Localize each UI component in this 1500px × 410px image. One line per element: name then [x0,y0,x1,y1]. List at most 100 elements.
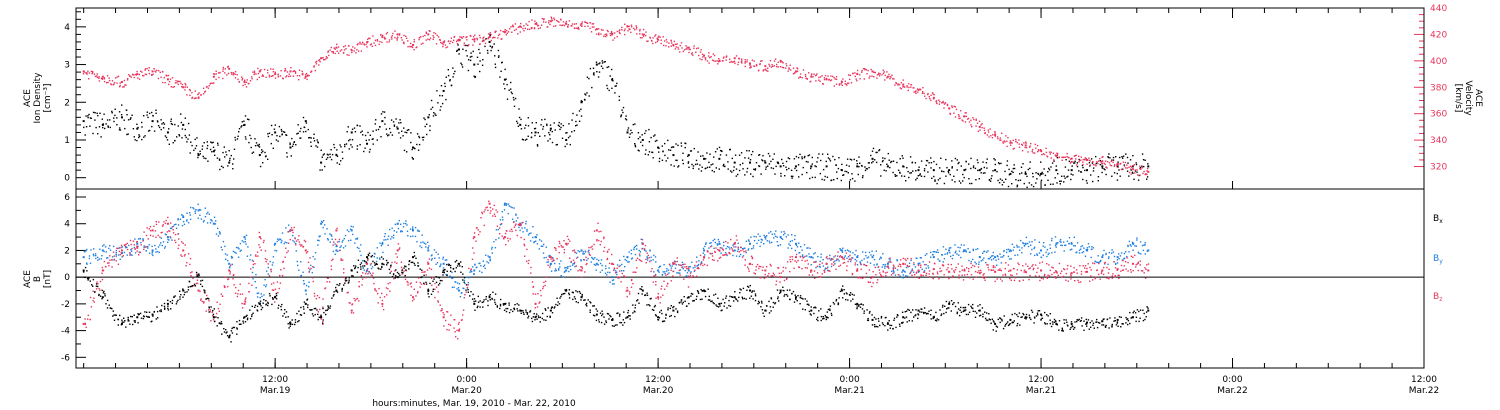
bz-series-point [228,269,231,272]
by-series-dot [385,239,387,241]
velocity-series-dot [804,75,807,78]
density-series-dot [330,158,333,161]
velocity-series-dot [744,62,746,64]
by-series-dot [591,257,594,260]
by-series-dot [1045,251,1047,254]
velocity-series-dot [466,39,468,41]
by-series-dot [1127,245,1129,248]
velocity-series-dot [677,48,680,50]
density-series-dot [329,153,331,155]
by-series-dot [954,252,956,254]
velocity-series-dot [1130,166,1133,168]
by-series-dot [383,235,386,238]
velocity-series-dot [334,52,336,55]
velocity-series-dot [302,74,304,76]
bz-series-dot [178,244,180,246]
by-series-dot [1123,252,1126,255]
density-series-dot [277,140,279,142]
density-series-dot [954,181,956,183]
density-series-dot [504,88,506,90]
bz-series-dot [477,233,480,236]
by-series-dot [721,247,723,249]
bz-series-dot [839,255,842,257]
velocity-series-dot [153,68,155,70]
density-series-dot [962,180,964,182]
bz-series-dot [615,272,617,274]
by-series-dot [213,222,215,225]
velocity-series-dot [882,69,884,71]
bz-series-dot [496,211,499,213]
by-series-dot [1116,262,1119,264]
velocity-series-dot [327,50,329,52]
density-series-dot [971,182,973,185]
by-series-dot [1046,255,1048,258]
by-series-dot [224,253,227,255]
velocity-series-dot [907,89,909,92]
bz-series-dot [736,239,738,241]
density-series-dot [837,167,840,170]
velocity-series-dot [768,63,770,66]
velocity-series-dot [591,26,594,28]
density-series-point [151,120,154,123]
by-series-dot [1066,240,1069,242]
bz-series-dot [657,298,660,300]
by-series-dot [425,246,427,248]
bz-series-dot [715,247,717,249]
bz-series-dot [93,301,95,303]
bz-series-dot [208,300,210,302]
density-series-dot [531,122,533,124]
bz-series-dot [729,252,731,255]
y-tick-label-left: 4 [64,23,70,33]
by-series-dot [428,245,430,247]
bz-series-dot [706,264,708,267]
density-series-dot [762,155,764,157]
by-series-dot [1082,251,1085,253]
by-series-dot [659,265,661,268]
density-series-dot [540,124,542,126]
velocity-series-dot [1102,156,1104,158]
velocity-series-dot [567,24,570,26]
velocity-series-dot [542,21,545,23]
density-series-dot [389,131,392,134]
density-series-point [948,169,951,172]
density-series-dot [930,162,933,164]
by-series-point [917,262,920,265]
bz-series-dot [709,252,711,255]
velocity-series-dot [735,55,738,57]
bz-series-dot [845,252,848,254]
density-series-dot [432,115,435,117]
velocity-series-dot [463,44,465,47]
bz-series-dot [120,244,123,247]
by-series-dot [558,268,560,270]
density-series-dot [930,157,932,159]
by-series-dot [267,273,269,275]
bz-series-point [82,322,85,325]
density-series-dot [1061,175,1063,177]
velocity-series-dot [490,39,492,42]
bz-series-dot [467,284,469,286]
density-series-dot [890,161,892,164]
density-series-dot [530,136,533,138]
by-series-dot [326,228,328,230]
velocity-series-dot [607,30,609,33]
bz-series-dot [591,248,594,250]
by-series-dot [164,245,167,248]
density-series-dot [527,135,529,137]
bz-series-dot [599,244,601,246]
velocity-series-dot [598,32,600,34]
y-tick-label-right: 400 [1430,57,1447,67]
by-series-dot [1091,248,1093,251]
velocity-series-dot [775,65,778,68]
by-series-dot [974,261,976,263]
bz-series-dot [378,287,380,290]
by-series-dot [1059,240,1061,242]
density-series-dot [817,157,819,159]
velocity-series-dot [156,69,158,71]
velocity-series-dot [606,35,608,37]
bz-series-dot [200,299,202,301]
density-series-dot [949,173,951,176]
bz-series-dot [466,286,469,289]
bz-series-dot [651,268,653,270]
bz-series-dot [118,250,121,253]
bz-series-dot [294,237,296,240]
